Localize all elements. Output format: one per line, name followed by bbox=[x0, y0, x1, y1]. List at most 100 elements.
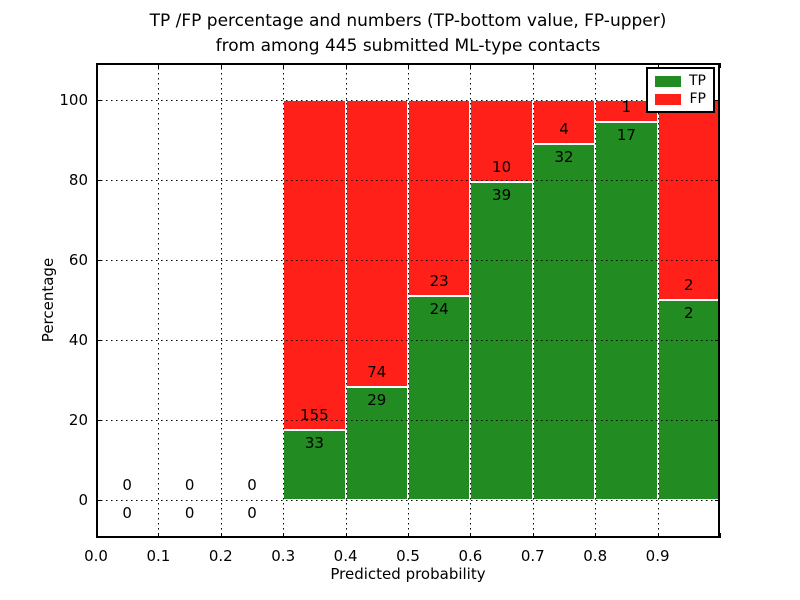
x-tick-mark-bottom bbox=[532, 533, 534, 538]
x-tick-mark-bottom bbox=[158, 533, 160, 538]
chart-title: TP /FP percentage and numbers (TP-bottom… bbox=[96, 9, 720, 59]
y-tick-mark-right bbox=[715, 100, 720, 101]
bar-segment-fp bbox=[283, 100, 346, 430]
y-tick-mark-right bbox=[715, 500, 720, 501]
y-tick-mark-right bbox=[715, 180, 720, 181]
x-tick-label: 0.9 bbox=[645, 547, 670, 565]
y-tick-mark-left bbox=[96, 340, 101, 341]
x-tick-mark-top bbox=[220, 63, 222, 68]
bar-segment-tp bbox=[345, 387, 408, 500]
x-tick-label: 0.7 bbox=[520, 547, 545, 565]
fp-count-label: 0 bbox=[184, 476, 195, 494]
fp-count-label: 155 bbox=[300, 405, 329, 424]
tp-count-label: 0 bbox=[247, 504, 257, 522]
y-tick-mark-right bbox=[715, 260, 720, 261]
x-tick-mark-bottom bbox=[595, 533, 597, 538]
legend-swatch-fp bbox=[655, 93, 681, 105]
tp-count-label: 33 bbox=[304, 433, 324, 452]
bar-segment-fp bbox=[657, 100, 720, 300]
legend-entry: TP bbox=[655, 74, 706, 88]
bar-segment-tp bbox=[595, 122, 658, 500]
legend-entry: FP bbox=[655, 92, 706, 106]
y-tick-label: 100 bbox=[59, 91, 88, 109]
gridline-vertical bbox=[470, 63, 472, 538]
y-tick-mark-left bbox=[96, 420, 101, 421]
x-tick-mark-top bbox=[408, 63, 409, 68]
x-tick-mark-top bbox=[283, 63, 285, 68]
y-tick-mark-left bbox=[96, 260, 101, 261]
bar-segment-fp bbox=[408, 100, 471, 296]
tp-count-label: 0 bbox=[122, 504, 132, 522]
x-tick-mark-top bbox=[532, 63, 534, 68]
tp-count-label: 0 bbox=[184, 504, 195, 522]
gridline-vertical bbox=[283, 63, 285, 538]
x-tick-mark-bottom bbox=[283, 533, 285, 538]
x-tick-mark-bottom bbox=[470, 533, 472, 538]
x-tick-mark-top bbox=[657, 63, 659, 68]
legend-box: TP FP bbox=[646, 67, 715, 113]
chart-title-line1: TP /FP percentage and numbers (TP-bottom… bbox=[149, 11, 667, 31]
y-tick-mark-left bbox=[96, 180, 101, 181]
bar-segment-tp bbox=[657, 300, 720, 500]
gridline-vertical bbox=[532, 63, 534, 538]
x-tick-mark-bottom bbox=[345, 533, 347, 538]
y-tick-mark-right bbox=[715, 340, 720, 341]
x-tick-label: 0.6 bbox=[458, 547, 483, 565]
y-tick-label: 80 bbox=[68, 171, 88, 189]
fp-count-label: 1 bbox=[621, 98, 632, 117]
legend-swatch-tp bbox=[655, 75, 681, 87]
x-axis-title: Predicted probability bbox=[330, 565, 486, 583]
plot-area: 0 0 0 0 0 0 155 33 74 29 23 24 10 39 4 32 1 17 2 2 TP FP bbox=[96, 63, 721, 538]
x-tick-mark-bottom bbox=[720, 533, 721, 538]
tp-count-label: 29 bbox=[367, 391, 387, 410]
x-tick-mark-top bbox=[158, 63, 160, 68]
x-tick-label: 0.4 bbox=[333, 547, 358, 565]
x-tick-mark-bottom bbox=[657, 533, 659, 538]
x-tick-label: 0.3 bbox=[271, 547, 296, 565]
y-tick-label: 20 bbox=[68, 411, 88, 429]
x-tick-label: 0.1 bbox=[146, 547, 171, 565]
gridline-vertical bbox=[345, 63, 347, 538]
y-axis-title: Percentage bbox=[39, 257, 57, 343]
x-tick-mark-top bbox=[96, 63, 97, 68]
fp-count-label: 23 bbox=[429, 271, 449, 290]
x-tick-mark-bottom bbox=[220, 533, 222, 538]
gridline-vertical bbox=[408, 63, 409, 538]
fp-count-label: 10 bbox=[492, 157, 512, 176]
x-tick-label: 0.5 bbox=[396, 547, 420, 565]
gridline-vertical bbox=[657, 63, 659, 538]
y-tick-mark-right bbox=[715, 420, 720, 421]
bar-segment-tp bbox=[532, 144, 596, 500]
x-tick-mark-bottom bbox=[408, 533, 409, 538]
x-tick-label: 0.2 bbox=[208, 547, 233, 565]
gridline-vertical bbox=[158, 63, 160, 538]
x-tick-mark-top bbox=[595, 63, 597, 68]
y-tick-mark-left bbox=[96, 500, 101, 501]
tp-count-label: 39 bbox=[492, 185, 512, 204]
legend-label-tp: TP bbox=[689, 73, 706, 89]
y-tick-label: 40 bbox=[68, 331, 88, 349]
tp-count-label: 17 bbox=[616, 126, 636, 145]
x-tick-mark-top bbox=[720, 63, 721, 68]
x-tick-mark-bottom bbox=[96, 533, 97, 538]
x-tick-label: 0.8 bbox=[583, 547, 608, 565]
x-tick-mark-top bbox=[345, 63, 347, 68]
bar-segment-fp bbox=[345, 100, 408, 388]
fp-count-label: 4 bbox=[559, 120, 569, 139]
bar-segment-tp bbox=[408, 295, 471, 500]
gridline-vertical bbox=[220, 63, 222, 538]
fp-count-label: 0 bbox=[122, 476, 132, 494]
bar-segment-tp bbox=[283, 429, 346, 500]
y-tick-label: 0 bbox=[78, 491, 88, 509]
tp-count-label: 32 bbox=[554, 148, 574, 167]
chart-title-line2: from among 445 submitted ML-type contact… bbox=[215, 36, 601, 56]
fp-count-label: 0 bbox=[247, 476, 257, 494]
tp-count-label: 2 bbox=[684, 304, 694, 322]
tp-count-label: 24 bbox=[429, 299, 449, 318]
y-tick-mark-left bbox=[96, 100, 101, 101]
fp-count-label: 2 bbox=[684, 276, 694, 294]
gridline-vertical bbox=[595, 63, 597, 538]
x-tick-mark-top bbox=[470, 63, 472, 68]
y-tick-label: 60 bbox=[68, 251, 88, 269]
